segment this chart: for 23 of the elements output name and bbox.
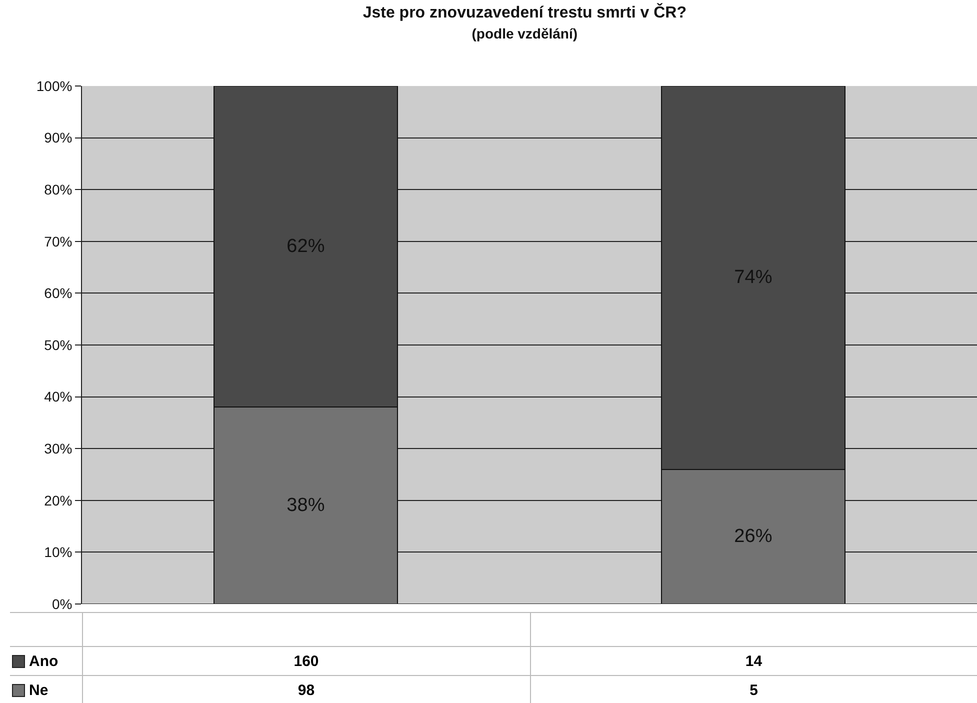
y-tick-label: 30% — [44, 440, 72, 456]
y-tick-label: 60% — [44, 285, 72, 302]
data-label: 62% — [286, 236, 325, 258]
y-tick-label: 40% — [44, 388, 72, 405]
y-tick-label: 100% — [36, 78, 72, 94]
data-label: 38% — [286, 495, 325, 516]
legend-label: Ano — [29, 652, 58, 670]
text: 160 — [82, 647, 530, 675]
y-tick-label: 0% — [52, 596, 72, 612]
chart-subtitle: (podle vzdělání) — [472, 25, 578, 42]
y-tick-label: 70% — [44, 233, 72, 250]
y-tick-label: 90% — [44, 130, 72, 146]
text: 98 — [82, 676, 530, 703]
legend-label: Ne — [29, 682, 48, 698]
y-tick-label: 10% — [44, 544, 72, 560]
chart-title: Jste pro znovuzavedení trestu smrti v ČR? — [362, 2, 686, 22]
data-label: 74% — [734, 267, 772, 288]
y-tick-label: 50% — [44, 336, 72, 353]
data-label: 26% — [734, 526, 772, 548]
text: 14 — [530, 647, 977, 675]
y-tick-label: 20% — [44, 492, 72, 508]
y-tick-label: 80% — [44, 182, 72, 198]
text: 5 — [530, 676, 977, 703]
